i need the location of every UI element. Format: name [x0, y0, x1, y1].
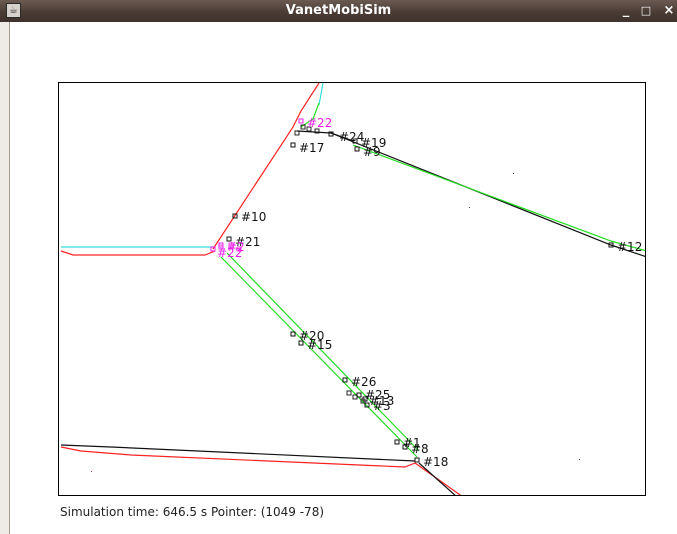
vehicle-label: #26	[351, 375, 376, 389]
vehicle-node[interactable]: #15	[298, 338, 332, 352]
vehicle-label: #9	[363, 145, 381, 159]
vehicle-marker	[342, 377, 348, 383]
road-sw-red	[60, 446, 416, 468]
maximize-button[interactable]: □	[640, 4, 652, 17]
road-se-green-a	[220, 256, 418, 458]
vehicle-marker	[218, 242, 224, 248]
vehicle-node[interactable]: #13	[362, 394, 394, 408]
road-sw-black	[60, 444, 416, 462]
vehicle-node[interactable]: #10	[232, 210, 266, 224]
stray-dot	[513, 173, 514, 174]
vehicle-marker	[232, 213, 238, 219]
vehicle-marker-clutter	[314, 128, 320, 134]
vehicle-marker	[362, 396, 368, 402]
vehicle-label: #10	[241, 210, 266, 224]
vehicle-label: #21	[235, 235, 260, 249]
stray-dot	[469, 207, 470, 208]
road-se-green-b	[226, 252, 420, 452]
vehicle-marker	[402, 444, 408, 450]
vehicle-label: #13	[369, 394, 394, 408]
simulation-map[interactable]: #22 #24 #19 #9 #17 #12 #10 #21 #2 #22 #20 #15 #26 #25…	[58, 82, 646, 496]
road-west-red	[60, 250, 216, 256]
vehicle-node[interactable]: #24	[328, 130, 364, 144]
vehicle-label: #25	[365, 388, 390, 402]
vehicle-marker-clutter	[300, 124, 306, 130]
road-north-green	[300, 102, 320, 128]
vehicle-label: #22	[307, 116, 332, 130]
road-north-red	[212, 83, 320, 250]
vehicle-node[interactable]: #25	[356, 388, 390, 402]
vehicle-label: #8	[411, 442, 429, 456]
vehicle-marker-clutter	[236, 246, 242, 252]
vehicle-node[interactable]: #18	[414, 455, 448, 469]
vehicle-node[interactable]: #19	[352, 136, 386, 150]
stray-dot	[91, 471, 92, 472]
vehicle-node[interactable]: #21	[226, 235, 260, 249]
vehicle-marker-clutter	[228, 242, 234, 248]
vehicle-marker	[356, 392, 362, 398]
vehicle-node[interactable]: #22	[298, 116, 332, 130]
vehicle-marker	[210, 246, 216, 252]
vehicle-marker	[352, 138, 358, 144]
vehicle-marker	[290, 331, 296, 337]
vehicle-marker	[328, 131, 334, 137]
vehicle-marker	[414, 457, 420, 463]
window-title: VanetMobiSim	[285, 3, 392, 18]
title-bar: ☕ VanetMobiSim _ □ ×	[0, 0, 677, 23]
road-north-cyan	[318, 83, 324, 106]
vehicle-node[interactable]: #22	[210, 246, 242, 260]
vehicle-marker	[226, 236, 232, 242]
vehicle-marker	[394, 439, 400, 445]
vehicle-node[interactable]: #12	[608, 240, 642, 254]
status-bar: Simulation time: 646.5 s Pointer: (1049 …	[60, 505, 325, 519]
vehicle-node[interactable]: #20	[290, 329, 324, 343]
vehicle-marker	[298, 340, 304, 346]
vehicle-marker	[290, 142, 296, 148]
vehicle-marker-clutter	[346, 390, 352, 396]
vehicle-marker	[298, 118, 304, 124]
vehicle-label: #18	[423, 455, 448, 469]
vehicle-node[interactable]: #8	[402, 442, 429, 456]
vehicle-marker	[364, 402, 370, 408]
vehicle-node[interactable]: #2	[218, 240, 245, 254]
vehicle-marker-clutter	[306, 126, 312, 132]
vehicle-marker-clutter	[294, 130, 300, 136]
vehicle-label: #12	[617, 240, 642, 254]
road-east-green	[352, 144, 645, 252]
vehicle-label: #17	[299, 141, 324, 155]
vehicle-label: #19	[361, 136, 386, 150]
vehicle-label: #20	[299, 329, 324, 343]
vehicle-node[interactable]: #17	[290, 141, 324, 155]
java-app-icon[interactable]: ☕	[6, 3, 21, 18]
vehicle-node[interactable]: #9	[354, 145, 381, 159]
window-left-border	[0, 22, 10, 534]
road-se-red	[414, 462, 462, 495]
vehicle-label: #3	[373, 399, 391, 413]
vehicle-node[interactable]: #3	[364, 399, 391, 413]
road-east-black	[330, 132, 645, 257]
road-network: #22#24#19#9#17#12#10#21#2#22#20#15#26#25…	[60, 83, 645, 495]
vehicle-label: #2	[227, 240, 245, 254]
vehicle-label: #24	[339, 130, 364, 144]
road-se-black	[418, 462, 456, 495]
vehicle-label: #22	[217, 246, 242, 260]
vehicle-label: #15	[307, 338, 332, 352]
vehicle-marker	[608, 242, 614, 248]
vehicle-marker	[354, 146, 360, 152]
close-button[interactable]: ×	[663, 3, 675, 18]
stray-dot	[579, 459, 580, 460]
minimize-button[interactable]: _	[622, 3, 630, 18]
vehicle-node[interactable]: #26	[342, 375, 376, 389]
